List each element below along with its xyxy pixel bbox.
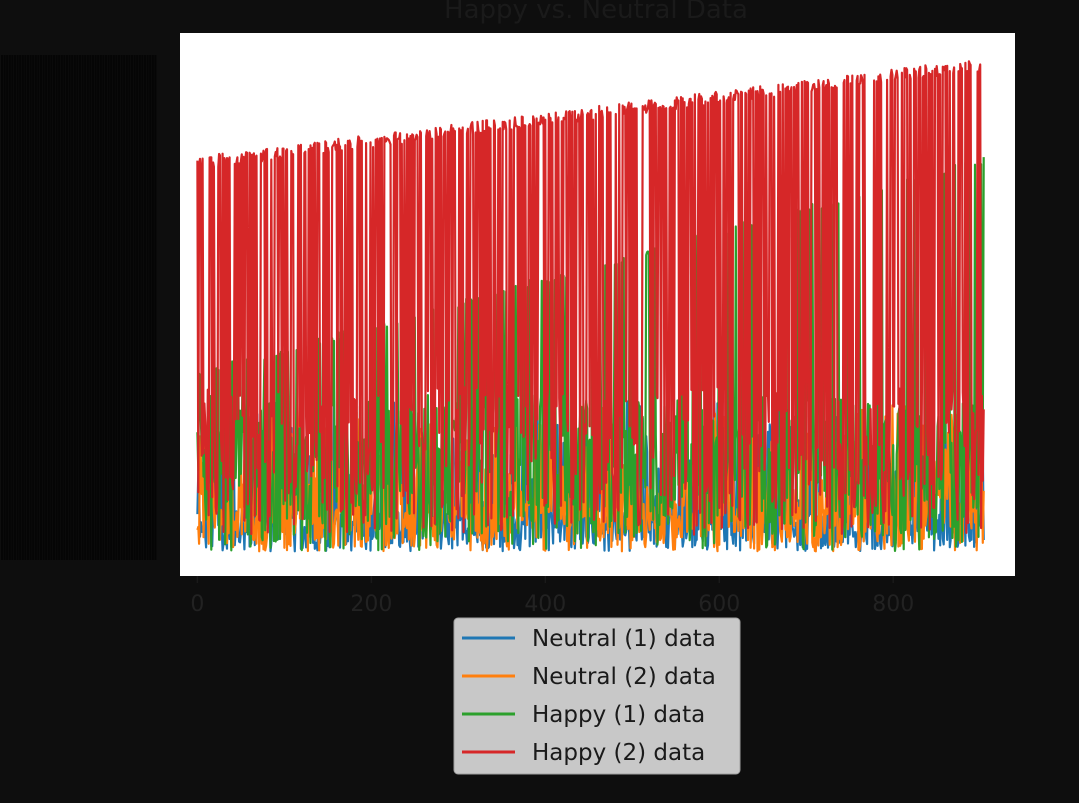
x-tick-label: 0 xyxy=(190,592,204,617)
x-axis: 0 200 400 600 800 xyxy=(190,576,914,617)
series-line-4 xyxy=(196,60,985,536)
legend-label-3: Happy (1) data xyxy=(532,702,705,728)
x-tick-label: 800 xyxy=(872,592,914,617)
chart-title: Happy vs. Neutral Data xyxy=(444,0,748,25)
series-layer xyxy=(196,60,985,553)
x-tick-label: 200 xyxy=(350,592,392,617)
legend-label-4: Happy (2) data xyxy=(532,740,705,766)
legend-label-1: Neutral (1) data xyxy=(532,626,716,652)
y-axis-ticks xyxy=(1,55,157,560)
x-tick-label: 400 xyxy=(524,592,566,617)
legend-box xyxy=(453,617,741,775)
legend-label-2: Neutral (2) data xyxy=(532,664,716,690)
legend: Neutral (1) data Neutral (2) data Happy (1… xyxy=(453,617,741,775)
x-tick-label: 600 xyxy=(698,592,740,617)
